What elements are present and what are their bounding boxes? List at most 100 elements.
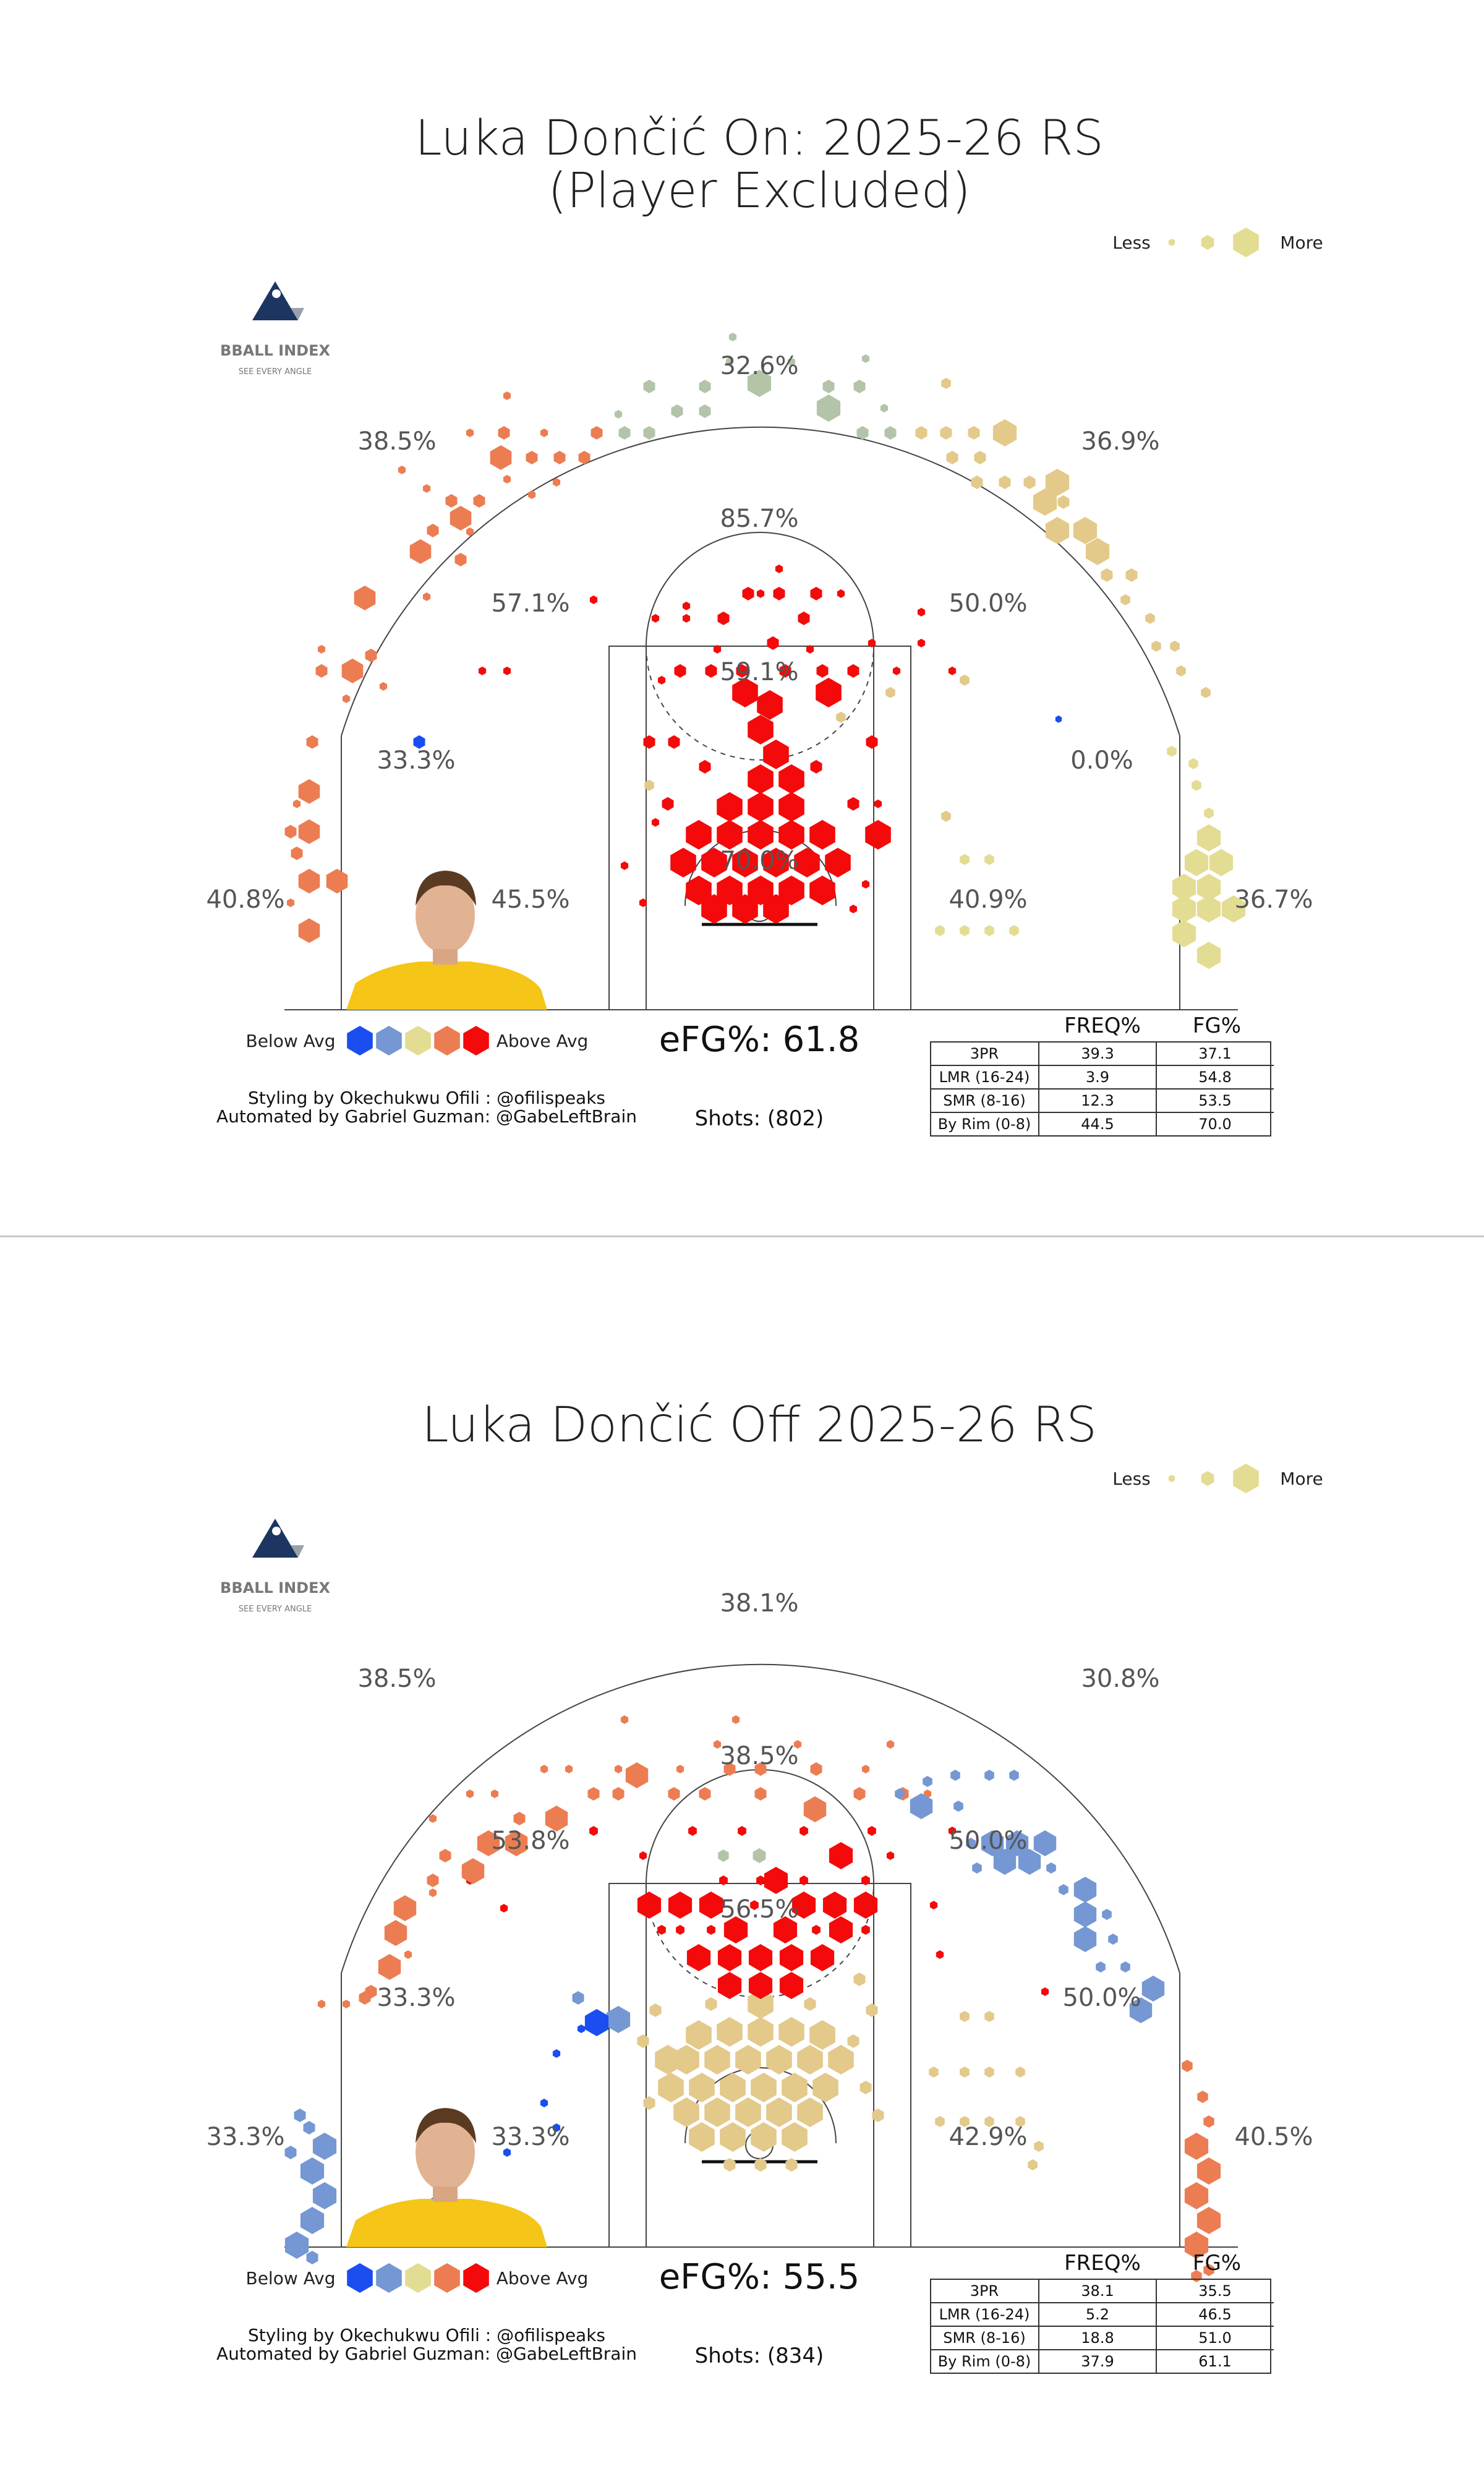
shot-hexbin — [1197, 2091, 1208, 2103]
shot-hexbin — [742, 587, 754, 600]
shot-hexbin — [552, 2123, 561, 2132]
shot-hexbin — [847, 2034, 859, 2048]
shot-hexbin — [803, 1796, 827, 1822]
shot-hexbin — [1184, 2232, 1209, 2259]
shot-hexbin — [778, 764, 804, 794]
shot-hexbin — [751, 2122, 777, 2152]
shot-hexbin — [422, 484, 431, 493]
table-cell-fg: 70.0 — [1198, 1115, 1231, 1133]
shot-hexbin — [1172, 874, 1196, 901]
logo-tagline-text: SEE EVERY ANGLE — [239, 1605, 312, 1614]
shot-hexbin — [756, 1875, 765, 1885]
shot-hexbin — [719, 1875, 728, 1885]
shot-hexbin — [1045, 517, 1070, 544]
shot-hexbin — [941, 378, 951, 389]
size-legend-more: More — [1280, 232, 1323, 253]
shot-hexbin — [800, 1875, 808, 1885]
shot-hexbin — [1196, 942, 1221, 969]
shot-hexbin — [861, 1925, 870, 1935]
shot-hexbin — [960, 2011, 970, 2022]
bball-index-logo: BBALL INDEX SEE EVERY ANGLE — [220, 1519, 330, 1614]
shot-hexbin — [829, 1916, 853, 1943]
zone-fg-label: 33.3% — [377, 746, 455, 775]
shot-hexbin — [682, 602, 691, 610]
shot-hexbin — [1172, 920, 1196, 947]
table-cell-zone: SMR (8-16) — [943, 1092, 1025, 1109]
shot-hexbin — [1196, 2207, 1221, 2234]
shot-hexbin — [317, 2000, 326, 2008]
shot-hexbin — [553, 451, 566, 464]
shot-hexbin — [723, 1916, 748, 1943]
zone-fg-label: 33.3% — [491, 2123, 569, 2151]
shot-hexbin — [809, 876, 835, 905]
shot-hexbin — [526, 451, 538, 464]
shot-hexbin — [378, 1954, 401, 1980]
logo-brand-text: BBALL INDEX — [220, 1579, 330, 1597]
shot-hexbin — [735, 2045, 761, 2075]
shot-hexbin — [886, 1851, 895, 1860]
table-cell-fg: 46.5 — [1198, 2306, 1231, 2323]
color-legend-hex — [463, 1026, 489, 1056]
color-legend-hex — [434, 1026, 460, 1056]
logo-player-icon — [272, 1527, 281, 1535]
shot-hexbin — [1120, 1961, 1130, 1973]
shot-hexbin — [1188, 758, 1198, 769]
shot-hexbin — [717, 2017, 743, 2047]
shot-hexbin — [1005, 1830, 1029, 1856]
shot-hexbin — [866, 2003, 878, 2017]
shot-hexbin — [797, 2045, 823, 2075]
shot-hexbin — [584, 2009, 609, 2036]
shot-hexbin — [720, 2122, 746, 2152]
shot-hexbin — [306, 735, 318, 749]
size-legend-more: More — [1280, 1469, 1323, 1489]
shot-hexbin — [572, 1991, 584, 2005]
shot-hexbin — [1073, 517, 1098, 544]
shot-hexbin — [992, 419, 1017, 446]
shot-hexbin — [618, 426, 631, 440]
shot-hexbin — [651, 614, 660, 623]
shot-hexbin — [503, 2148, 511, 2157]
shot-hexbin — [816, 395, 841, 422]
shot-hexbin — [723, 1762, 736, 1776]
shot-hexbin — [767, 636, 779, 650]
shot-hexbin — [668, 735, 680, 749]
logo-accent-icon — [291, 308, 304, 320]
shot-hexbin — [478, 667, 487, 675]
shot-hexbin — [732, 678, 758, 707]
shot-hexbin — [398, 466, 406, 474]
shot-hexbin — [797, 2097, 823, 2127]
shot-hexbin — [300, 2207, 325, 2234]
shot-hexbin — [1176, 665, 1186, 676]
shot-hexbin — [490, 1789, 499, 1798]
shot-hexbin — [439, 1849, 451, 1862]
shot-hexbin — [728, 333, 737, 341]
shot-hexbin — [612, 1787, 625, 1801]
chart-title: Luka Dončić On: 2025-26 RS — [415, 111, 1104, 166]
shot-hexbin — [732, 848, 758, 877]
table-header-freq: FREQ% — [1064, 1013, 1141, 1038]
shot-hexbin — [1184, 2133, 1209, 2160]
shot-hexbin — [754, 1787, 767, 1801]
shot-hexbin — [1033, 488, 1057, 516]
shot-hexbin — [342, 2000, 351, 2008]
table-cell-zone: 3PR — [970, 2282, 999, 2300]
zone-fg-label: 30.8% — [1081, 1665, 1159, 1693]
shot-hexbin — [589, 1826, 598, 1836]
color-legend-above: Above Avg — [497, 1031, 589, 1051]
shot-hexbin — [1015, 2116, 1025, 2127]
credit-line-2: Automated by Gabriel Guzman: @GabeLeftBr… — [216, 1106, 637, 1127]
shot-hexbin — [379, 682, 388, 691]
shot-hexbin — [718, 1849, 729, 1862]
shot-hexbin — [578, 451, 591, 464]
shot-hexbin — [968, 426, 980, 440]
color-legend-hex — [376, 2263, 402, 2293]
shot-hexbin — [657, 1925, 666, 1935]
shot-hexbin — [738, 1826, 746, 1836]
shot-hexbin — [861, 354, 870, 363]
shot-hexbin — [587, 1787, 600, 1801]
zone-fg-label: 36.7% — [1234, 885, 1313, 914]
shot-hexbin — [717, 612, 730, 625]
shot-hexbin — [981, 1830, 1004, 1856]
shot-hexbin — [1209, 849, 1234, 876]
shot-hexbin — [1073, 1926, 1097, 1952]
